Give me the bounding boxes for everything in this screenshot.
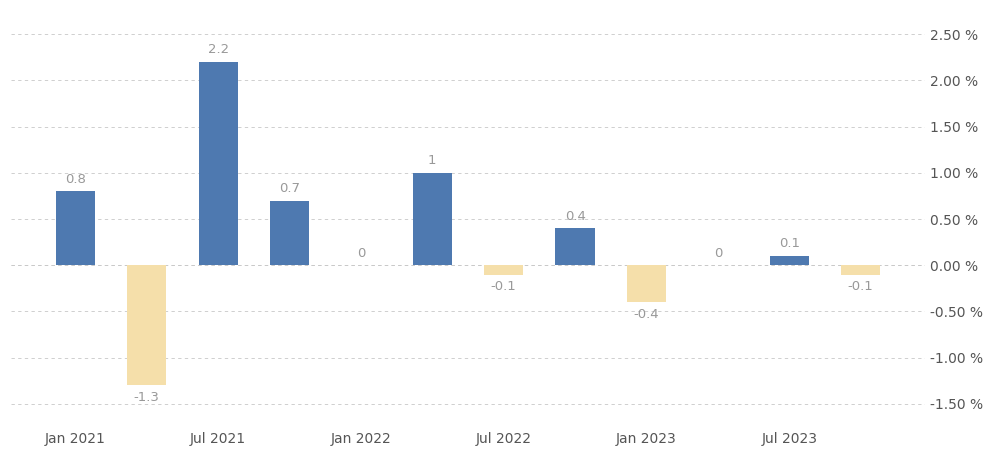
- Text: 1: 1: [428, 154, 436, 167]
- Bar: [270, 201, 309, 265]
- Bar: [127, 265, 166, 385]
- Text: 0: 0: [357, 247, 365, 260]
- Text: -0.4: -0.4: [633, 308, 659, 321]
- Bar: [199, 62, 238, 265]
- Text: 0: 0: [714, 247, 722, 260]
- Text: -0.1: -0.1: [491, 280, 517, 293]
- Text: 2.2: 2.2: [208, 43, 229, 56]
- Text: 0.8: 0.8: [65, 173, 85, 186]
- Text: 0.1: 0.1: [778, 238, 800, 250]
- Text: 0.7: 0.7: [279, 182, 300, 195]
- Bar: [413, 173, 452, 265]
- Text: 0.4: 0.4: [565, 210, 585, 223]
- Bar: [484, 265, 523, 275]
- Bar: [769, 256, 809, 265]
- Bar: [556, 228, 594, 265]
- Bar: [841, 265, 881, 275]
- Bar: [627, 265, 666, 302]
- Text: -1.3: -1.3: [134, 391, 160, 404]
- Text: -0.1: -0.1: [848, 280, 874, 293]
- Bar: [56, 191, 95, 265]
